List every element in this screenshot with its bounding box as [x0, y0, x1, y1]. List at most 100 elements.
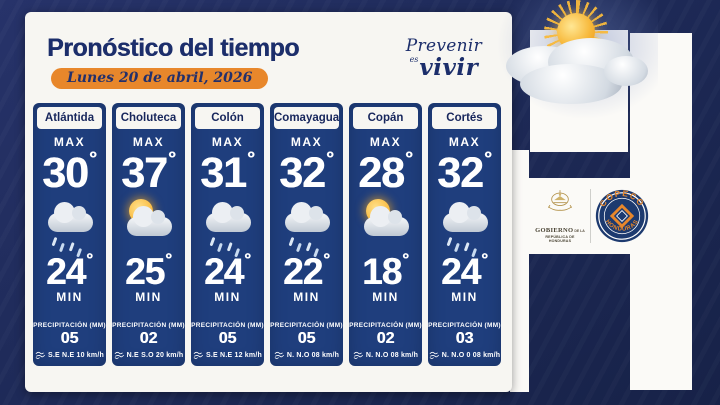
cloud-icon [442, 202, 488, 232]
weather-rain-icon [277, 198, 337, 252]
forecast-column-copan: Copán MAX 28° 18° MIN PRECIPITACIÓN (MM)… [349, 103, 422, 366]
max-label: MAX [290, 135, 323, 149]
precipitation-value: 05 [218, 330, 237, 347]
min-temperature: 22° [283, 250, 330, 292]
max-label: MAX [369, 135, 402, 149]
precipitation-label: PRECIPITACIÓN (MM) [349, 322, 422, 329]
department-name: Copán [353, 107, 418, 129]
date-badge: Lunes 20 de abril, 2026 [51, 68, 269, 89]
cloud-icon [47, 202, 93, 232]
max-temperature: 32° [279, 149, 334, 197]
gobierno-logo: GOBIERNODE LA REPÚBLICA DE HONDURAS [534, 188, 586, 244]
max-temp-value: 28 [358, 149, 405, 197]
forecast-column-cortes: Cortés MAX 32° 24° MIN PRECIPITACIÓN (MM… [428, 103, 501, 366]
copeco-diamond-icon [609, 203, 635, 229]
wind-icon [353, 351, 363, 359]
logo-divider [590, 189, 591, 243]
wind-text: N. N.O 08 km/h [365, 351, 419, 359]
precipitation-label: PRECIPITACIÓN (MM) [270, 322, 343, 329]
precipitation-label: PRECIPITACIÓN (MM) [112, 322, 185, 329]
cloud-icon [284, 202, 330, 232]
min-temp-value: 22 [283, 251, 323, 292]
forecast-column-atlantida: Atlántida MAX 30° 24° MIN PRECIPITACIÓN … [33, 103, 106, 366]
wind-text: N. N.O 08 km/h [286, 351, 340, 359]
max-temp-value: 31 [200, 149, 247, 197]
wind-info: N.E S.O 20 km/h [114, 350, 184, 360]
department-name: Comayagua [274, 107, 339, 129]
gobierno-name-bold: GOBIERNO [535, 226, 574, 234]
min-label: MIN [451, 290, 478, 304]
degree-symbol: ° [88, 148, 97, 170]
degree-symbol: ° [86, 250, 93, 269]
precipitation-label: PRECIPITACIÓN (MM) [428, 322, 501, 329]
min-label: MIN [135, 290, 162, 304]
rain-drops-icon [51, 236, 57, 247]
degree-symbol: ° [402, 250, 409, 269]
department-name: Choluteca [116, 107, 181, 129]
min-temp-value: 18 [362, 251, 402, 292]
degree-symbol: ° [246, 148, 255, 170]
slogan-vivir: vivir [419, 54, 479, 81]
wind-info: N. N.O 0 08 km/h [429, 350, 500, 360]
min-temperature: 25° [125, 251, 172, 290]
gobierno-name-small: DE LA [574, 228, 585, 233]
rain-drops-icon [288, 236, 294, 247]
wind-icon [35, 351, 45, 359]
degree-symbol: ° [244, 250, 251, 269]
precipitation-value: 05 [297, 330, 316, 347]
max-label: MAX [448, 135, 481, 149]
min-temp-value: 24 [204, 251, 244, 292]
slogan-es: es [409, 55, 419, 64]
wind-icon [114, 351, 124, 359]
precipitation-value: 03 [455, 330, 474, 347]
weather-rain-icon [435, 198, 495, 252]
department-name: Colón [195, 107, 260, 129]
wind-icon [274, 351, 284, 359]
precipitation-label: PRECIPITACIÓN (MM) [191, 322, 264, 329]
gobierno-subtitle: REPÚBLICA DE HONDURAS [545, 235, 575, 244]
title-block: Pronóstico del tiempo Lunes 20 de abril,… [47, 34, 300, 89]
wind-info: N. N.O 08 km/h [353, 350, 418, 360]
min-label: MIN [293, 290, 320, 304]
min-temperature: 24° [204, 250, 251, 292]
wind-text: S.E N.E 12 km/h [206, 351, 262, 359]
cloud-icon [604, 56, 648, 86]
card-header: Pronóstico del tiempo Lunes 20 de abril,… [25, 12, 512, 89]
h-logo-crossbar: GOBIERNODE LA REPÚBLICA DE HONDURAS COPE… [529, 178, 692, 254]
precipitation-value: 02 [139, 330, 158, 347]
max-temp-value: 32 [279, 149, 326, 197]
min-temperature: 18° [362, 250, 409, 292]
rain-drops-icon [209, 236, 215, 247]
max-temp-value: 37 [121, 149, 168, 197]
weather-sun-cloud-icon [356, 192, 416, 252]
forecast-column-colon: Colón MAX 31° 24° MIN PRECIPITACIÓN (MM)… [191, 103, 264, 366]
gobierno-name: GOBIERNODE LA [534, 219, 586, 237]
max-temp-value: 32 [437, 149, 484, 197]
max-label: MAX [132, 135, 165, 149]
forecast-columns: Atlántida MAX 30° 24° MIN PRECIPITACIÓN … [33, 103, 501, 366]
slogan-prevenir: Prevenir [405, 36, 482, 56]
coat-of-arms-icon [547, 190, 573, 211]
copeco-logo: COPECO HONDURAS [595, 189, 649, 243]
forecast-column-comayagua: Comayagua MAX 32° 22° MIN PRECIPITACIÓN … [270, 103, 343, 366]
degree-symbol: ° [323, 250, 330, 269]
precipitation-value: 02 [376, 330, 395, 347]
forecast-column-choluteca: Choluteca MAX 37° 25° MIN PRECIPITACIÓN … [112, 103, 185, 366]
min-temperature: 24° [441, 250, 488, 290]
precipitation-label: PRECIPITACIÓN (MM) [33, 322, 106, 329]
slogan-vivir-line: esvivir [406, 54, 482, 81]
max-temperature: 28° [358, 149, 413, 197]
wind-icon [429, 351, 439, 359]
forecast-card: Pronóstico del tiempo Lunes 20 de abril,… [25, 12, 512, 392]
page-title: Pronóstico del tiempo [47, 34, 300, 62]
degree-symbol: ° [404, 148, 413, 170]
wind-text: N. N.O 0 08 km/h [441, 351, 501, 359]
min-label: MIN [372, 290, 399, 304]
degree-symbol: ° [483, 148, 492, 170]
wind-icon [193, 351, 203, 359]
degree-symbol: ° [167, 148, 176, 170]
max-label: MAX [211, 135, 244, 149]
max-temperature: 30° [42, 149, 97, 195]
degree-symbol: ° [481, 250, 488, 269]
department-name: Cortés [432, 107, 497, 129]
